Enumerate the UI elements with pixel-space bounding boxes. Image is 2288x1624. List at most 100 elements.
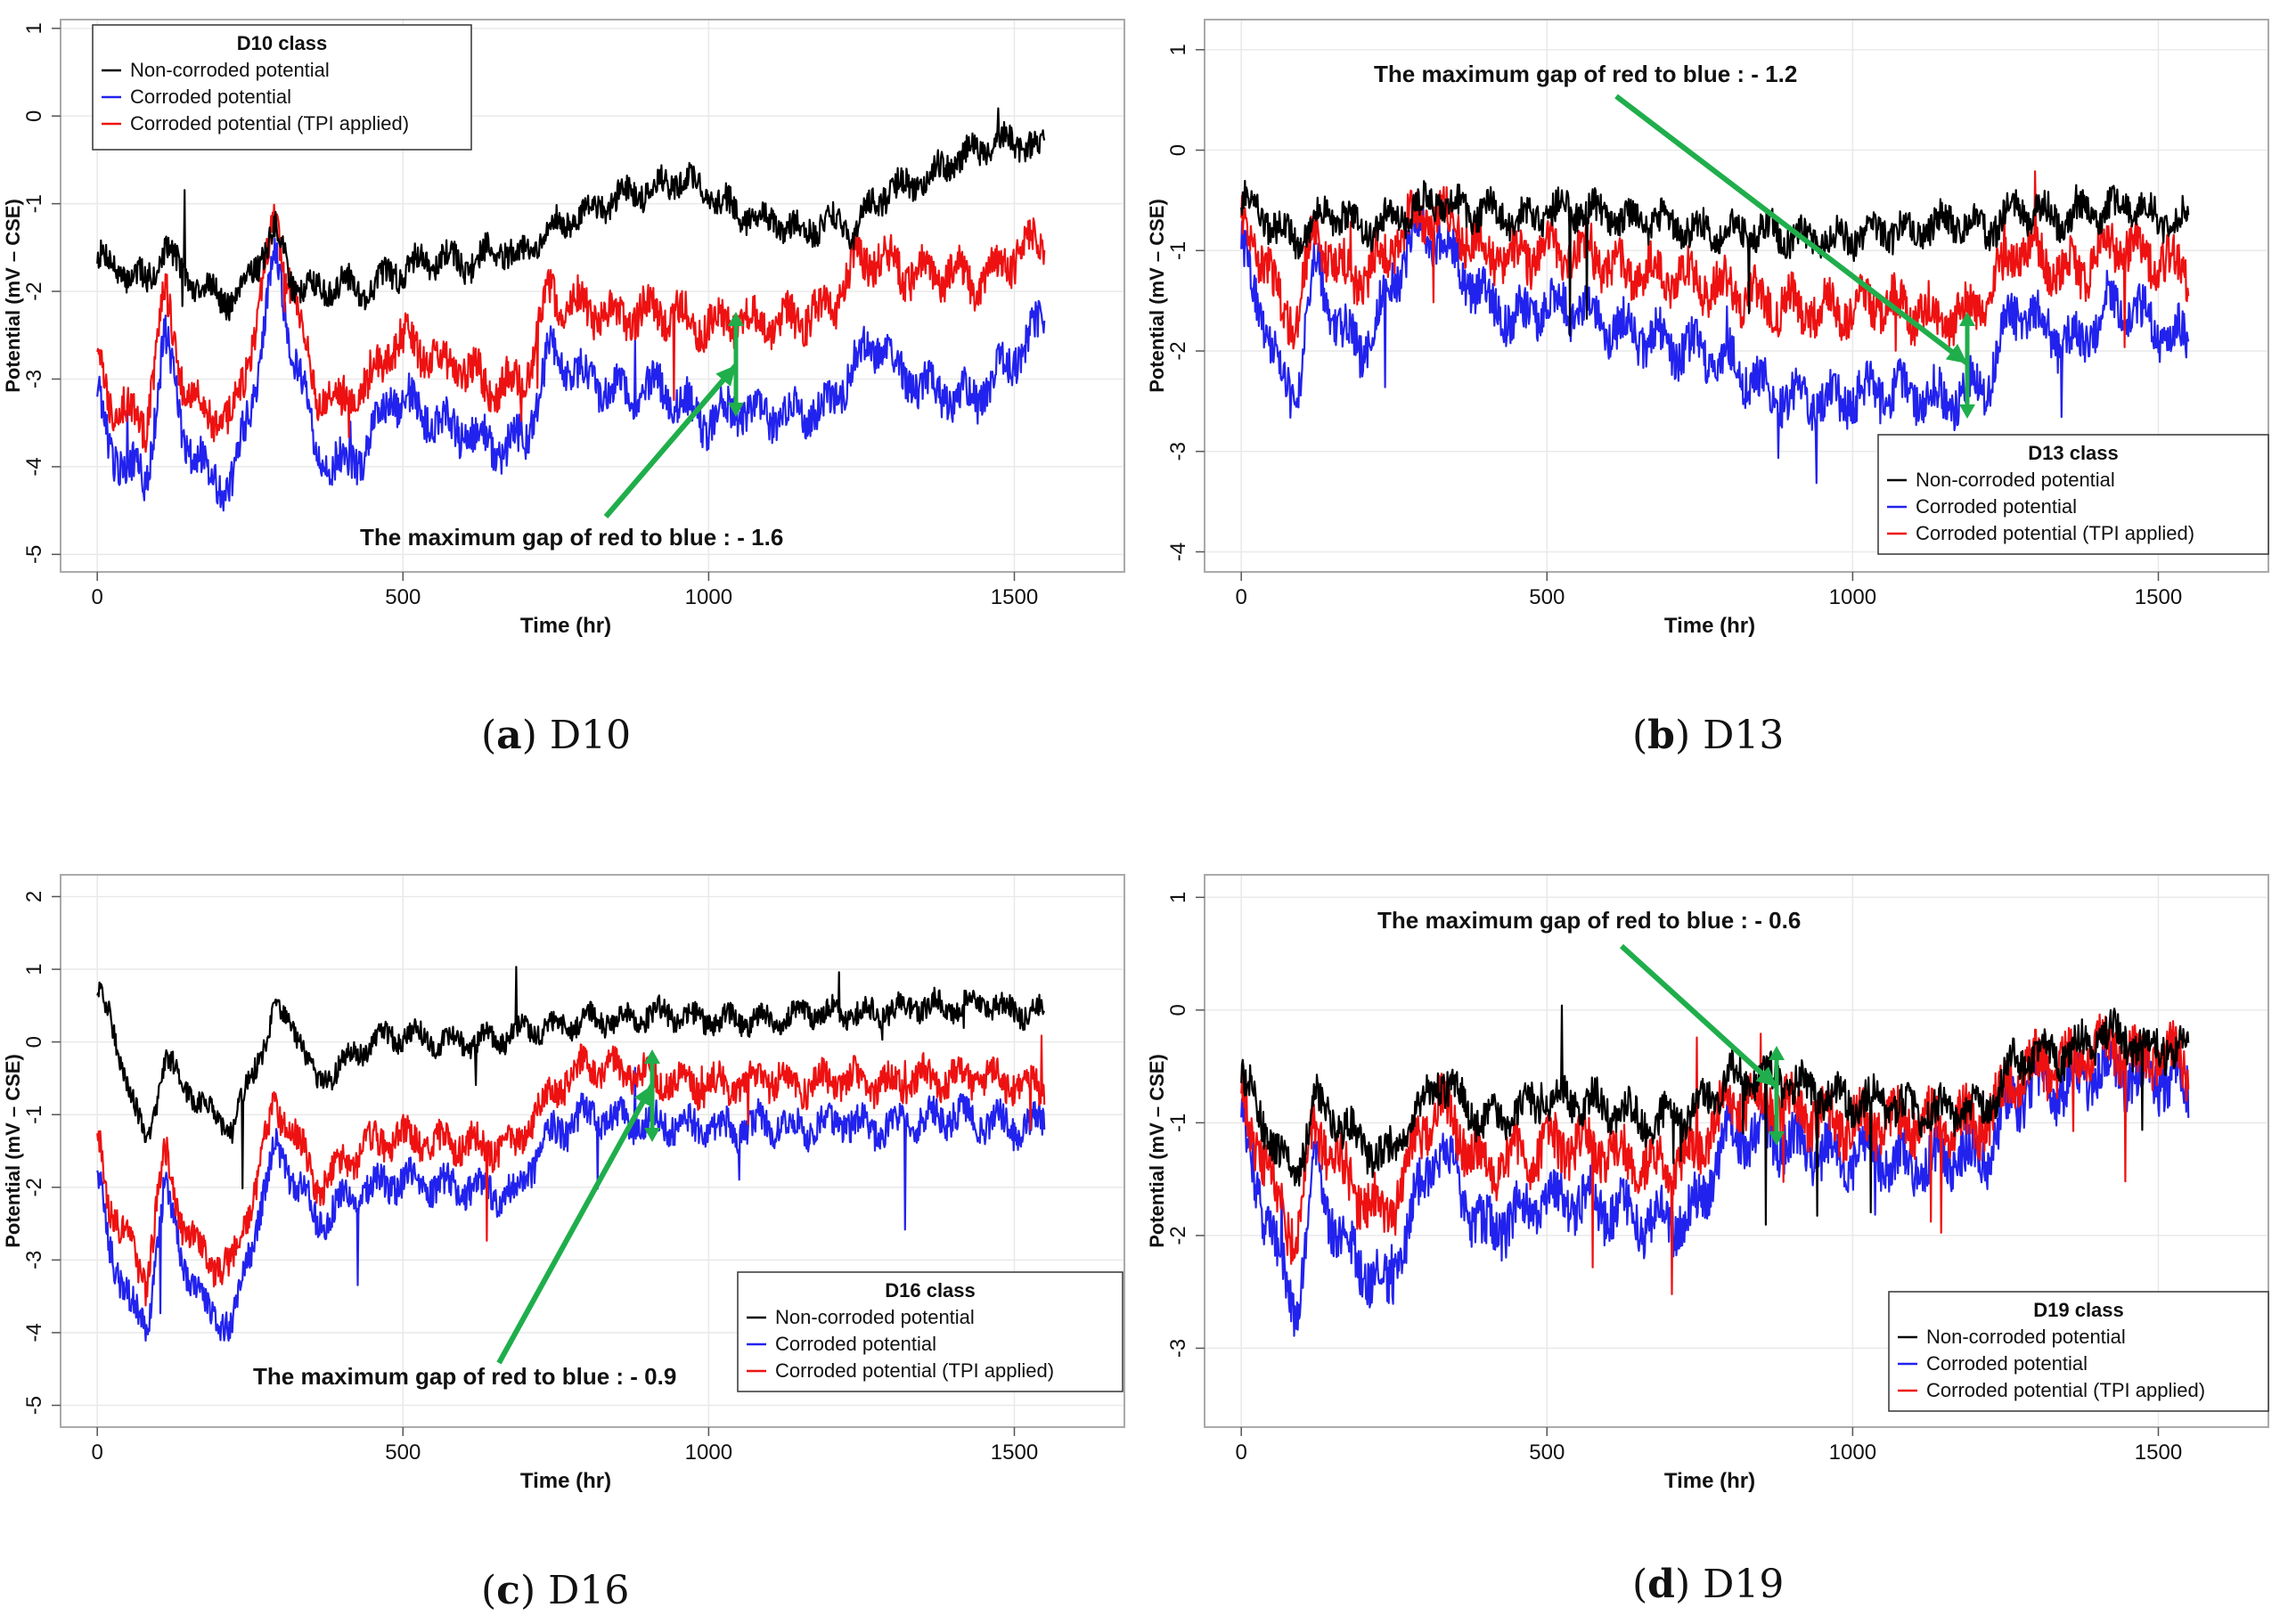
chart-c-series-2 bbox=[96, 1034, 1046, 1307]
chart-a-ytick-label-4: -3 bbox=[22, 370, 46, 388]
chart-c-legend-item-1: Corroded potential bbox=[775, 1333, 936, 1355]
chart-b-xtick-label-3: 1500 bbox=[2135, 585, 2182, 609]
caption-a-letter: a bbox=[496, 713, 522, 758]
chart-d-annotation: The maximum gap of red to blue : - 0.6 bbox=[1377, 907, 1801, 934]
chart-c-gap-marker-top bbox=[644, 1049, 660, 1064]
chart-a-series-2 bbox=[96, 203, 1046, 453]
chart-a-ylabel: Potential (mV – CSE) bbox=[2, 199, 24, 393]
chart-d-series-1 bbox=[1240, 1033, 2190, 1337]
chart-a-ytick-label-6: -5 bbox=[22, 545, 46, 564]
chart-b-ytick-label-1: 0 bbox=[1166, 144, 1190, 156]
chart-c-legend-item-2: Corroded potential (TPI applied) bbox=[775, 1359, 1054, 1382]
chart-c-legend-title: D16 class bbox=[885, 1279, 976, 1302]
chart-a-gap-marker-bottom bbox=[728, 403, 744, 417]
chart-d-ytick-label-2: -1 bbox=[1166, 1114, 1190, 1132]
chart-d-series-0 bbox=[1240, 1004, 2190, 1226]
chart-d-ytick-label-0: 1 bbox=[1166, 892, 1190, 903]
caption-a-text: D10 bbox=[549, 713, 632, 758]
chart-c-ytick-label-3: -1 bbox=[22, 1106, 46, 1124]
chart-b-legend-item-1: Corroded potential bbox=[1916, 495, 2077, 518]
chart-panel-c: 0 500 1000 1500 2 1 0 -1 -2 -3 -4 -5 Time (hr) Potent… bbox=[0, 855, 1144, 1514]
chart-b-xtick-label-1: 500 bbox=[1529, 585, 1565, 609]
chart-b-ytick-label-5: -4 bbox=[1166, 543, 1190, 561]
chart-b-legend-title: D13 class bbox=[2028, 442, 2119, 464]
chart-panel-d: 0 500 1000 1500 1 0 -1 -2 -3 Time (hr) Potential (… bbox=[1144, 855, 2288, 1514]
chart-a-frame bbox=[60, 19, 1125, 573]
chart-d-legend-item-2: Corroded potential (TPI applied) bbox=[1926, 1379, 2205, 1401]
caption-b: (b) D13 bbox=[1632, 713, 1785, 758]
chart-b-ytick-label-4: -3 bbox=[1166, 442, 1190, 461]
chart-a-arrow-head bbox=[715, 365, 736, 387]
chart-b-legend-box bbox=[1877, 434, 2269, 555]
chart-d-xtick-label-0: 0 bbox=[1235, 1440, 1246, 1465]
chart-a-xtick-label-0: 0 bbox=[91, 585, 102, 609]
chart-d-legend-item-0: Non-corroded potential bbox=[1926, 1326, 2126, 1348]
chart-c-ytick-label-5: -3 bbox=[22, 1251, 46, 1269]
chart-d-svg: 0 500 1000 1500 1 0 -1 -2 -3 Time (hr) Potential (… bbox=[1146, 874, 2269, 1493]
chart-c-xtick-label-0: 0 bbox=[91, 1440, 102, 1465]
chart-b-gap-marker-bottom bbox=[1959, 404, 1975, 419]
chart-c-legend-box bbox=[737, 1271, 1124, 1392]
chart-a-xtick-label-1: 500 bbox=[385, 585, 421, 609]
chart-b-ylabel: Potential (mV – CSE) bbox=[1146, 199, 1168, 393]
chart-d-legend-box bbox=[1888, 1291, 2269, 1412]
chart-a-xlabel: Time (hr) bbox=[520, 614, 611, 638]
chart-a-legend-title: D10 class bbox=[237, 32, 328, 54]
chart-a-legend-item-1: Corroded potential bbox=[130, 86, 291, 108]
chart-a-gap-marker-top bbox=[728, 312, 744, 326]
caption-d: (d) D19 bbox=[1632, 1562, 1785, 1607]
chart-b-arrow-shaft bbox=[1614, 94, 1969, 366]
chart-c-annotation: The maximum gap of red to blue : - 0.9 bbox=[253, 1363, 676, 1390]
chart-d-arrow-shaft bbox=[1619, 943, 1779, 1089]
chart-a-legend-item-0: Non-corroded potential bbox=[130, 59, 330, 81]
caption-d-letter: d bbox=[1647, 1562, 1675, 1607]
chart-d-gap-marker-top bbox=[1769, 1046, 1785, 1060]
chart-a-series-0 bbox=[96, 107, 1046, 322]
chart-c-arrow-shaft bbox=[496, 1083, 655, 1365]
chart-c-ytick-label-2: 0 bbox=[22, 1036, 46, 1048]
chart-d-xtick-label-2: 1000 bbox=[1829, 1440, 1876, 1465]
caption-b-letter: b bbox=[1647, 713, 1675, 758]
chart-a-series-group bbox=[96, 107, 1046, 512]
chart-c-xtick-label-2: 1000 bbox=[685, 1440, 732, 1465]
chart-d-gap-marker-bottom bbox=[1769, 1131, 1785, 1146]
chart-a-svg: 0 500 1000 1500 1 0 -1 -2 -3 -4 -5 Time (hr) Potenti… bbox=[2, 19, 1125, 638]
caption-c-text: D16 bbox=[548, 1568, 630, 1613]
chart-b-gap-marker-top bbox=[1959, 312, 1975, 326]
chart-panel-b: 0 500 1000 1500 1 0 -1 -2 -3 -4 Time (hr) Potential… bbox=[1144, 0, 2288, 659]
chart-b-series-1 bbox=[1240, 201, 2190, 485]
chart-d-xtick-label-3: 1500 bbox=[2135, 1440, 2182, 1465]
caption-c-letter: c bbox=[496, 1568, 520, 1613]
chart-c-svg: 0 500 1000 1500 2 1 0 -1 -2 -3 -4 -5 Time (hr) Potent… bbox=[2, 874, 1125, 1493]
chart-d-legend-item-1: Corroded potential bbox=[1926, 1352, 2088, 1375]
chart-b-xtick-label-2: 1000 bbox=[1829, 585, 1876, 609]
chart-a-annotation: The maximum gap of red to blue : - 1.6 bbox=[360, 524, 783, 551]
chart-a-ytick-label-3: -2 bbox=[22, 282, 46, 300]
chart-b-arrow-head bbox=[1945, 343, 1967, 363]
chart-c-ytick-label-4: -2 bbox=[22, 1178, 46, 1196]
chart-b-legend-item-2: Corroded potential (TPI applied) bbox=[1916, 522, 2194, 544]
chart-c-series-group bbox=[96, 966, 1046, 1342]
chart-c-ytick-label-7: -5 bbox=[22, 1396, 46, 1415]
caption-c: (c) D16 bbox=[481, 1568, 630, 1613]
chart-d-xtick-label-1: 500 bbox=[1529, 1440, 1565, 1465]
chart-a-legend-item-2: Corroded potential (TPI applied) bbox=[130, 112, 409, 135]
caption-b-text: D13 bbox=[1703, 713, 1785, 758]
chart-d-legend-title: D19 class bbox=[2033, 1299, 2124, 1321]
chart-d-ytick-label-3: -2 bbox=[1166, 1226, 1190, 1245]
chart-c-ylabel: Potential (mV – CSE) bbox=[2, 1054, 24, 1248]
chart-b-xlabel: Time (hr) bbox=[1664, 614, 1755, 638]
caption-a: (a) D10 bbox=[481, 713, 632, 758]
chart-a-ytick-label-2: -1 bbox=[22, 194, 46, 213]
chart-a-ytick-label-0: 1 bbox=[22, 22, 46, 34]
chart-b-series-0 bbox=[1240, 179, 2190, 337]
chart-a-series-1 bbox=[96, 237, 1046, 512]
chart-c-legend-item-0: Non-corroded potential bbox=[775, 1306, 975, 1328]
chart-b-ytick-label-3: -2 bbox=[1166, 341, 1190, 360]
chart-d-ylabel: Potential (mV – CSE) bbox=[1146, 1054, 1168, 1248]
chart-b-annotation: The maximum gap of red to blue : - 1.2 bbox=[1374, 61, 1797, 87]
chart-a-ytick-label-1: 0 bbox=[22, 110, 46, 122]
chart-d-ytick-label-4: -3 bbox=[1166, 1339, 1190, 1358]
chart-c-gap-marker-bottom bbox=[644, 1128, 660, 1142]
chart-a-xtick-label-2: 1000 bbox=[685, 585, 732, 609]
